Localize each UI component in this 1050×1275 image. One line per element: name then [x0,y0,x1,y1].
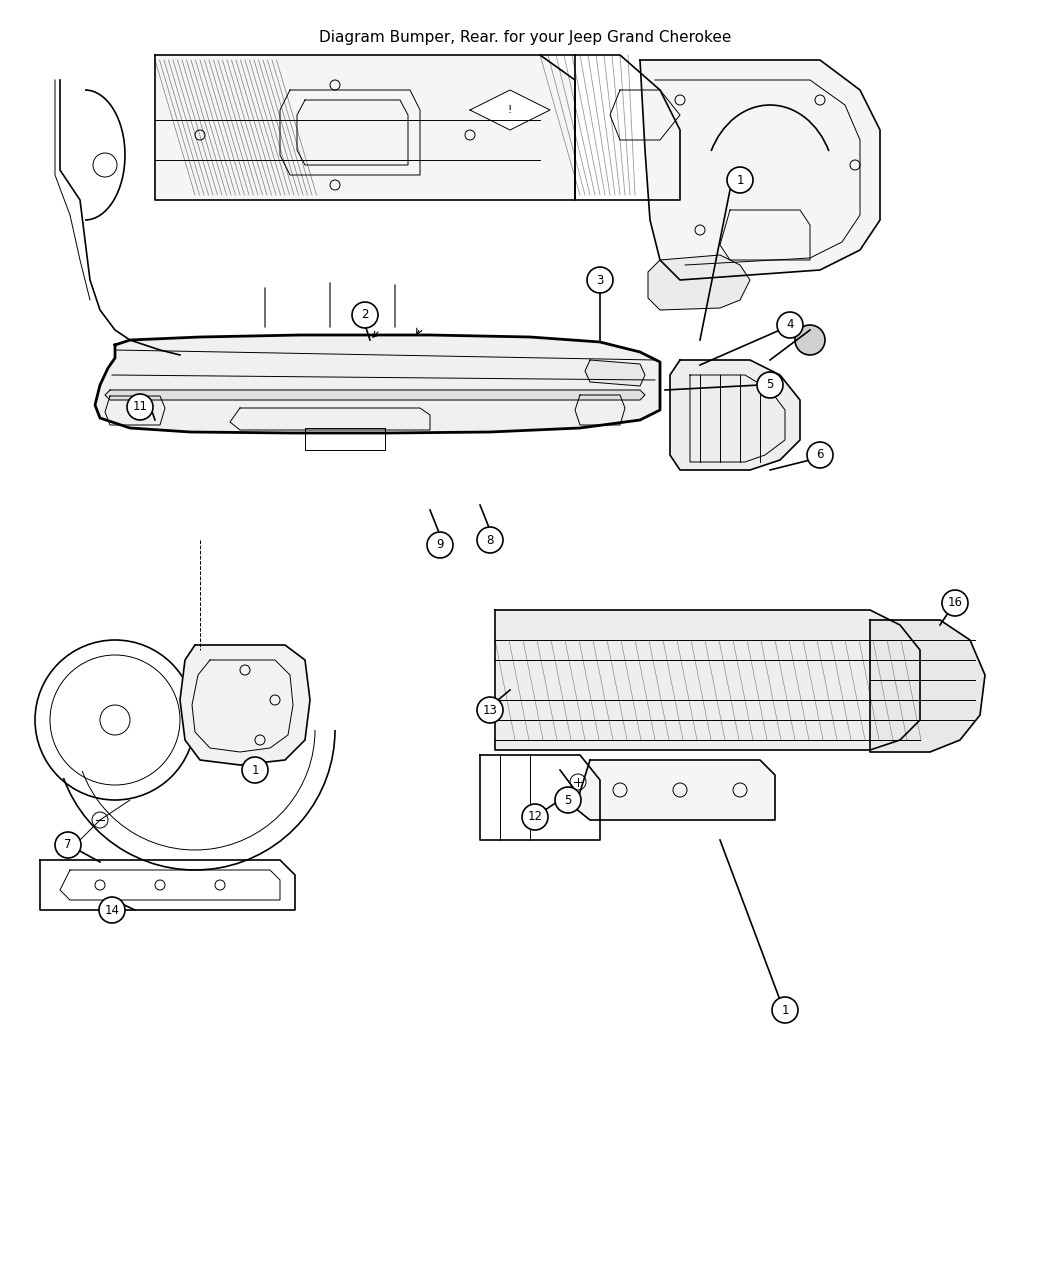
Polygon shape [575,760,775,820]
Text: 3: 3 [596,274,604,287]
Circle shape [587,266,613,293]
Polygon shape [180,645,310,765]
Circle shape [352,302,378,328]
Text: 11: 11 [132,400,147,413]
Polygon shape [155,55,575,200]
Text: 13: 13 [483,704,498,717]
Circle shape [772,997,798,1023]
Circle shape [92,812,108,827]
Text: 8: 8 [486,533,494,547]
Text: 16: 16 [947,597,963,609]
Text: 6: 6 [816,449,824,462]
Polygon shape [94,335,660,434]
Circle shape [807,442,833,468]
Circle shape [757,372,783,398]
Circle shape [242,757,268,783]
Circle shape [555,787,581,813]
Text: 14: 14 [105,904,120,917]
Circle shape [570,774,586,790]
Text: 1: 1 [736,173,743,186]
Circle shape [93,153,117,177]
Text: 5: 5 [766,379,774,391]
Text: 12: 12 [527,811,543,824]
Polygon shape [495,609,920,750]
Text: 5: 5 [564,793,571,807]
Text: 9: 9 [436,538,444,552]
Polygon shape [648,255,750,310]
Circle shape [427,532,453,558]
Text: !: ! [508,105,512,115]
Circle shape [795,325,825,354]
Circle shape [522,805,548,830]
Circle shape [55,833,81,858]
Polygon shape [470,91,550,130]
Circle shape [777,312,803,338]
Text: 1: 1 [251,764,258,776]
Polygon shape [585,360,645,386]
Text: 1: 1 [781,1003,789,1016]
Circle shape [477,697,503,723]
Polygon shape [870,620,985,752]
Text: 2: 2 [361,309,369,321]
Circle shape [727,167,753,193]
Circle shape [942,590,968,616]
Circle shape [477,527,503,553]
Polygon shape [105,390,645,400]
Text: 4: 4 [786,319,794,332]
Polygon shape [670,360,800,470]
Text: Diagram Bumper, Rear. for your Jeep Grand Cherokee: Diagram Bumper, Rear. for your Jeep Gran… [319,31,731,45]
Polygon shape [640,60,880,280]
Text: 7: 7 [64,839,71,852]
Circle shape [127,394,153,419]
Circle shape [99,898,125,923]
